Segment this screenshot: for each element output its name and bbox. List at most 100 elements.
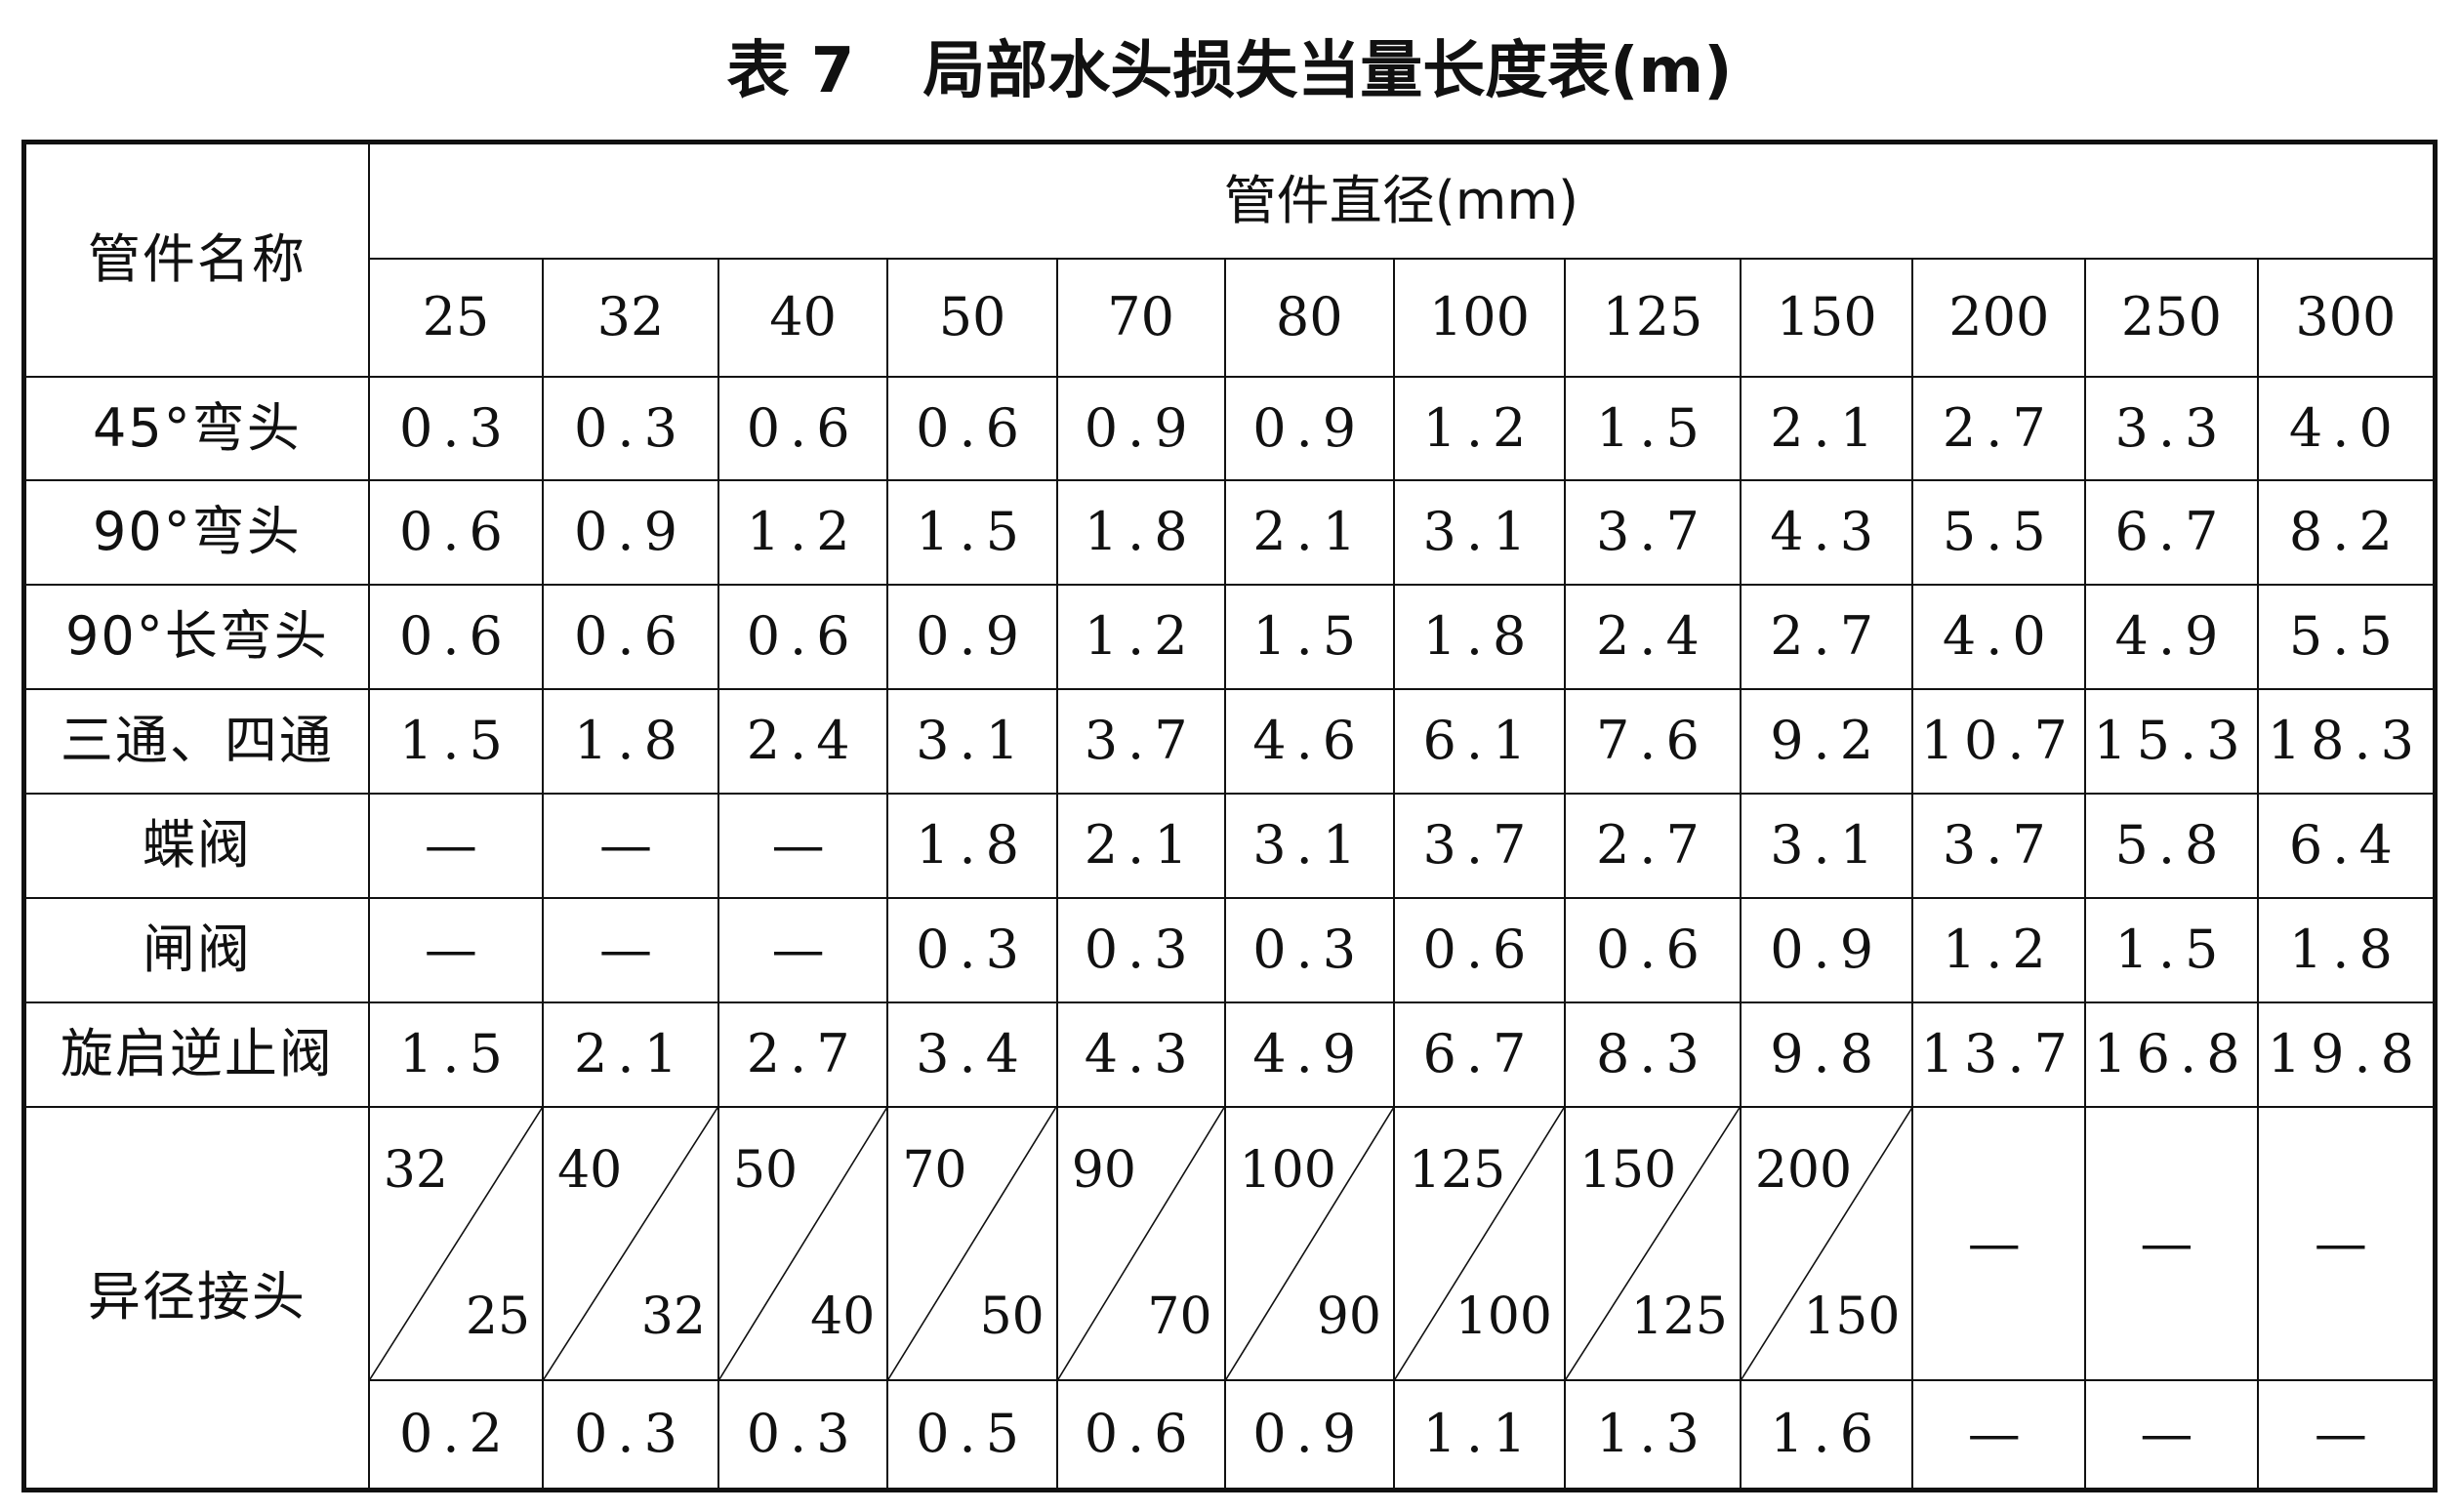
reducer-size-cell: 100 90 [1223,1105,1395,1381]
fitting-name-cell: 90°弯头 [22,478,370,586]
value-cell: 0.3 [1055,896,1226,1003]
diameter-header-cell: 32 [542,257,719,378]
value-cell: 3.1 [1223,792,1395,899]
value-cell: — [717,896,889,1003]
header-fitting-name: 管件名称 [22,141,370,378]
diameter-header-cell: 100 [1392,257,1566,378]
value-cell: 2.1 [1223,478,1395,586]
reducer-size-cell: 125 100 [1392,1105,1566,1381]
value-cell: 3.1 [886,687,1058,795]
diagonal-line [544,1108,717,1379]
value-cell: 0.6 [886,375,1058,481]
table-row: 蝶阀 — — —1.8 2.1 3.1 3.7 2.7 3.1 3.7 5.8 6.4 [22,792,2437,899]
value-cell: 0.5 [886,1378,1058,1492]
table-row: 90°弯头 0.6 0.9 1.2 1.5 1.8 2.1 3.1 3.7 4.3 5.5 6.7 8.… [22,478,2437,586]
reducer-size-cell: 150 125 [1563,1105,1742,1381]
header-diameter: 管件直径(mm) [367,141,2437,260]
value-cell: 5.5 [2256,583,2437,690]
table-number: 表 7 [726,35,855,107]
fitting-name-cell: 闸阀 [22,896,370,1003]
value-cell: 19.8 [2256,1001,2437,1108]
value-cell: 1.3 [1563,1378,1742,1492]
diameter-header-cell: 50 [886,257,1058,378]
table-row: 0.2 0.3 0.3 0.5 0.6 0.9 1.1 1.3 1.6— — — [24,1378,2437,1492]
value-cell: 3.3 [2084,375,2259,481]
value-cell: 2.7 [1739,583,1914,690]
value-cell: 0.6 [1563,896,1742,1003]
table-caption: 局部水头损失当量长度表(m) [922,35,1733,107]
value-cell: 13.7 [1911,1001,2087,1108]
diameter-header-cell: 70 [1055,257,1226,378]
value-cell: 1.6 [1739,1378,1914,1492]
value-cell: — [542,896,719,1003]
value-cell: 0.3 [1223,896,1395,1003]
value-cell: 4.0 [2256,375,2437,481]
value-cell: 4.3 [1055,1001,1226,1108]
value-cell: 1.2 [717,478,889,586]
reducer-size-cell: 90 70 [1055,1105,1226,1381]
table-row: 90°长弯头 0.6 0.6 0.6 0.9 1.2 1.5 1.8 2.4 2.7 4.0 4.9 5… [22,583,2437,690]
value-cell: 1.5 [367,1001,545,1108]
value-cell: 0.6 [717,375,889,481]
value-cell: 6.4 [2256,792,2437,899]
reducer-from-size: 150 [1578,1140,1677,1200]
fitting-name-cell: 异径接头 [22,1105,370,1492]
value-cell: 3.1 [1392,478,1566,586]
value-cell: 0.3 [367,375,545,481]
reducer-from-size: 100 [1239,1140,1336,1200]
head-loss-table: 管件名称 管件直径(mm) 25 32 40 50 70 80 100 125 150 200 25… [21,140,2438,1492]
value-cell: 2.7 [717,1001,889,1108]
reducer-size-cell: 200 150 [1739,1105,1914,1381]
value-cell: — [2084,1105,2259,1381]
value-cell: 1.8 [2256,896,2437,1003]
value-cell: 0.6 [717,583,889,690]
fitting-name-cell: 45°弯头 [22,375,370,481]
value-cell: — [717,792,889,899]
value-cell: 2.1 [1055,792,1226,899]
reducer-from-size: 32 [383,1140,448,1200]
value-cell: — [367,792,545,899]
reducer-from-size: 125 [1408,1140,1506,1200]
value-cell: 1.5 [2084,896,2259,1003]
table-row: 45°弯头 0.3 0.3 0.6 0.6 0.9 0.9 1.2 1.5 2.1 2.7 3.3 4.… [22,375,2437,481]
diagonal-line [719,1108,886,1379]
reducer-to-size: 40 [810,1287,876,1346]
diameter-header-cell: 250 [2084,257,2259,378]
value-cell: — [1911,1378,2087,1492]
value-cell: 0.6 [1392,896,1566,1003]
value-cell: 5.8 [2084,792,2259,899]
value-cell: 0.6 [367,583,545,690]
value-cell: 3.4 [886,1001,1058,1108]
reducer-to-size: 150 [1803,1287,1901,1346]
value-cell: 2.1 [542,1001,719,1108]
value-cell: 0.9 [542,478,719,586]
value-cell: 8.2 [2256,478,2437,586]
value-cell: 6.7 [2084,478,2259,586]
table-row: 旋启逆止阀 1.5 2.1 2.7 3.4 4.3 4.9 6.7 8.3 9.8 13.7 16.8… [22,1001,2437,1108]
value-cell: 3.7 [1563,478,1742,586]
value-cell: 1.5 [886,478,1058,586]
table-title: 表 7 局部水头损失当量长度表(m) [0,18,2459,125]
value-cell: 1.5 [1223,583,1395,690]
value-cell: 5.5 [1911,478,2087,586]
reducer-size-cell: 50 40 [717,1105,889,1381]
value-cell: 2.1 [1739,375,1914,481]
value-cell: — [367,896,545,1003]
value-cell: 2.7 [1563,792,1742,899]
value-cell: 1.2 [1911,896,2087,1003]
reducer-from-size: 40 [557,1140,623,1200]
value-cell: 9.2 [1739,687,1914,795]
value-cell: 0.3 [886,896,1058,1003]
reducer-to-size: 25 [465,1287,531,1346]
value-cell: 1.8 [886,792,1058,899]
reducer-size-cell: 70 50 [886,1105,1058,1381]
value-cell: 3.7 [1055,687,1226,795]
reducer-from-size: 50 [732,1140,799,1200]
reducer-to-size: 90 [1316,1287,1381,1346]
reducer-from-size: 70 [902,1140,967,1200]
value-cell: 0.2 [367,1378,545,1492]
value-cell: 4.3 [1739,478,1914,586]
diagonal-line [1395,1108,1564,1379]
table-row: 闸阀 — — —0.3 0.3 0.3 0.6 0.6 0.9 1.2 1.5 1.8 [22,896,2437,1003]
fitting-name-cell: 旋启逆止阀 [22,1001,370,1108]
